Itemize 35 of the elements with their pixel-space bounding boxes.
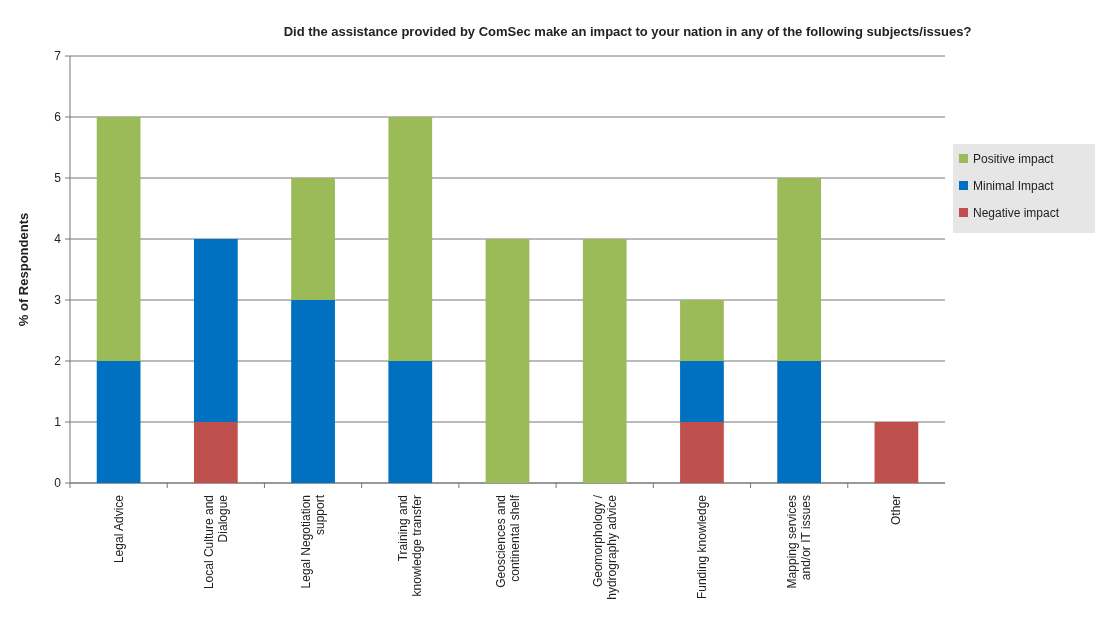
bar [485,239,530,483]
bar [680,361,724,422]
y-tick-label: 7 [54,49,62,64]
x-tick-label: Local Culture and Dialogue [201,494,230,590]
bar [291,300,335,483]
legend-label: Negative impact [973,206,1060,221]
y-tick-label: 4 [54,232,62,247]
bar [388,361,433,483]
y-tick-label: 0 [54,476,62,491]
x-tick-label: Legal Negotiation support [299,494,328,589]
bar [193,239,238,422]
bar [680,300,724,361]
x-tick-label: Mapping services and/or IT issues [785,495,814,589]
bar [96,117,141,361]
y-axis-title: % of Respondents [16,212,31,327]
bar [193,422,238,483]
bar [582,239,627,483]
legend-label: Positive impact [973,152,1055,167]
bar [777,178,822,361]
x-tick-label: Other [889,495,904,526]
y-tick-label: 2 [54,354,62,369]
bar [874,422,919,483]
chart-title: Did the assistance provided by ComSec make an impact to your nation in any of the following subjects/issues? [283,24,972,39]
bar [777,361,822,483]
bar [96,361,141,483]
x-tick-label: Legal Advice [111,494,126,564]
y-tick-label: 3 [54,293,62,308]
y-tick-label: 5 [54,171,62,186]
bar [680,422,724,483]
legend-label: Minimal Impact [973,179,1055,194]
y-tick-label: 6 [54,110,62,125]
y-tick-label: 1 [54,415,62,430]
bar [291,178,335,300]
x-tick-label: Funding knowledge [694,494,709,600]
bar [388,117,433,361]
